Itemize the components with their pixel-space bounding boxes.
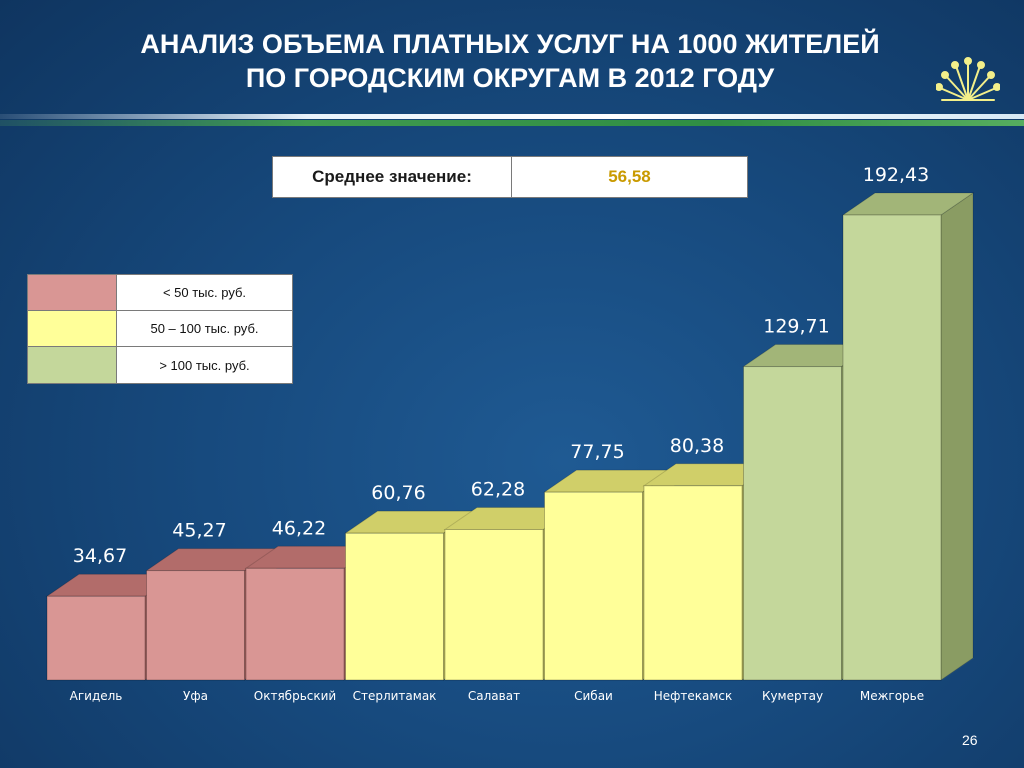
slide-title-line-1: АНАЛИЗ ОБЪЕМА ПЛАТНЫХ УСЛУГ НА 1000 ЖИТЕ… — [140, 29, 880, 59]
slide-title-line-2: ПО ГОРОДСКИМ ОКРУГАМ В 2012 ГОДУ — [245, 63, 775, 93]
bar-side-8 — [940, 192, 974, 681]
category-label-3: Стерлитамак — [353, 689, 437, 703]
bar-6 — [643, 485, 743, 681]
category-label-0: Агидель — [70, 689, 123, 703]
average-value: 56,58 — [608, 167, 651, 186]
legend-label-high: > 100 тыс. руб. — [159, 357, 250, 373]
data-label-6: 80,38 — [670, 435, 724, 457]
color-legend: < 50 тыс. руб. 50 – 100 тыс. руб. > 100 … — [27, 274, 293, 384]
category-label-1: Уфа — [183, 689, 208, 703]
bar-5 — [544, 491, 643, 681]
category-label-6: Нефтекамск — [654, 689, 733, 703]
bar-0 — [46, 595, 146, 681]
bar-2 — [245, 567, 345, 681]
data-label-0: 34,67 — [73, 545, 127, 567]
average-label: Среднее значение: — [273, 157, 512, 197]
legend-row-high: > 100 тыс. руб. — [28, 347, 292, 383]
legend-swatch-mid — [28, 311, 117, 346]
bar-1 — [146, 570, 245, 681]
bar-8 — [842, 214, 942, 681]
page-number: 26 — [962, 732, 978, 748]
category-label-8: Межгорье — [860, 689, 924, 703]
bar-7 — [743, 366, 842, 681]
legend-swatch-high — [28, 347, 117, 383]
header-stripe-green — [0, 120, 1024, 126]
data-label-3: 60,76 — [371, 482, 425, 504]
data-label-1: 45,27 — [172, 520, 226, 542]
legend-swatch-low — [28, 275, 117, 310]
category-label-2: Октябрьский — [254, 689, 336, 703]
data-label-4: 62,28 — [471, 479, 525, 501]
legend-row-low: < 50 тыс. руб. — [28, 275, 292, 311]
category-label-4: Салават — [468, 689, 520, 703]
category-label-5: Сибаи — [574, 689, 613, 703]
legend-row-mid: 50 – 100 тыс. руб. — [28, 311, 292, 347]
average-value-table: Среднее значение: 56,58 — [272, 156, 748, 198]
legend-label-low: < 50 тыс. руб. — [162, 285, 247, 300]
data-label-5: 77,75 — [570, 441, 624, 463]
data-label-7: 129,71 — [763, 316, 829, 338]
data-label-2: 46,22 — [272, 517, 326, 539]
bar-4 — [444, 529, 544, 681]
bar-3 — [345, 532, 444, 681]
kurai-flower-icon — [936, 57, 1000, 101]
data-label-8: 192,43 — [863, 164, 929, 186]
legend-label-mid: 50 – 100 тыс. руб. — [150, 321, 259, 336]
category-label-7: Кумертау — [762, 689, 823, 703]
header-stripe-white — [0, 114, 1024, 119]
